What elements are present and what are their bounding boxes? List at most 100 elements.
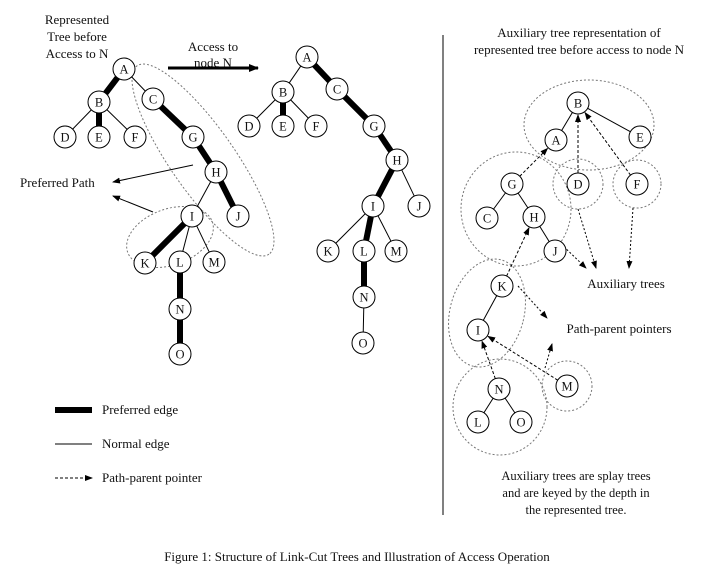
aux-ellipse-k: [448, 258, 526, 368]
auxiliary-node-K: K: [490, 274, 514, 298]
auxiliary-edge-K-I: [482, 295, 498, 321]
access-arrow-group: Access to node N: [168, 39, 259, 72]
aux-trees-arrow-f: [626, 207, 634, 269]
before-edge-A-B: [103, 75, 120, 96]
auxiliary-node-circle-D: [566, 172, 590, 196]
aux-ellipse-d: [552, 158, 604, 210]
aux-tree-ellipses: [448, 79, 662, 456]
after-node-B: B: [271, 80, 295, 104]
after-node-circle-O: [351, 331, 375, 355]
auxiliary-node-B: B: [566, 91, 590, 115]
before-node-C: C: [141, 87, 165, 111]
auxiliary-node-circle-I: [466, 318, 490, 342]
aux-trees-arrow-g: [557, 240, 587, 269]
auxiliary-node-circle-J: [543, 239, 567, 263]
after-edge-G-H: [377, 133, 394, 153]
auxiliary-node-C: C: [475, 206, 499, 230]
after-node-label-O: O: [358, 337, 367, 351]
before-node-label-J: J: [236, 210, 241, 224]
before-edge-C-G: [158, 104, 188, 132]
auxiliary-pointer-N-I: [481, 340, 496, 379]
auxiliary-node-label-E: E: [636, 131, 644, 145]
aux-title: Auxiliary tree representation of represe…: [474, 25, 685, 57]
after-node-label-F: F: [313, 120, 320, 134]
before-node-L: L: [168, 250, 192, 274]
aux-note-line-1: Auxiliary trees are splay trees: [501, 469, 650, 483]
before-node-label-L: L: [176, 256, 184, 270]
after-node-I: I: [361, 194, 385, 218]
aux-annotation-arrows: [517, 207, 634, 369]
before-node-label-O: O: [175, 348, 184, 362]
auxiliary-node-I: I: [466, 318, 490, 342]
before-node-label-A: A: [119, 63, 128, 77]
aux-ellipse-m: [541, 360, 593, 412]
auxiliary-node-N: N: [487, 377, 511, 401]
auxiliary-node-label-F: F: [634, 178, 641, 192]
access-arrow-label-1: Access to: [188, 39, 238, 54]
before-node-G: G: [181, 125, 205, 149]
before-node-J: J: [226, 204, 250, 228]
before-node-label-E: E: [95, 131, 103, 145]
auxiliary-trees-label: Auxiliary trees: [587, 276, 665, 291]
preferred-path-arrow-2: [112, 195, 154, 213]
auxiliary-node-G: G: [500, 172, 524, 196]
before-edge-I-K: [150, 221, 187, 258]
after-node-E: E: [271, 114, 295, 138]
auxiliary-pointer-G-A: [519, 147, 549, 177]
after-edge-I-M: [377, 215, 392, 242]
before-edge-H-J: [218, 180, 236, 208]
before-node-circle-C: [141, 87, 165, 111]
before-node-K: K: [133, 251, 157, 275]
after-node-circle-K: [316, 239, 340, 263]
auxiliary-pointer-M-I: [487, 335, 558, 381]
before-node-label-H: H: [211, 166, 220, 180]
auxiliary-node-O: O: [509, 410, 533, 434]
auxiliary-node-label-H: H: [529, 211, 538, 225]
auxiliary-node-H: H: [522, 205, 546, 229]
pointers-arrow-k: [517, 285, 548, 319]
before-node-label-N: N: [175, 303, 184, 317]
after-edge-A-C: [312, 62, 332, 84]
auxiliary-node-circle-H: [522, 205, 546, 229]
auxiliary-node-A: A: [544, 128, 568, 152]
auxiliary-node-label-O: O: [516, 416, 525, 430]
auxiliary-node-label-G: G: [507, 178, 516, 192]
preferred-path-label: Preferred Path: [20, 175, 95, 190]
before-node-H: H: [204, 160, 228, 184]
after-node-label-K: K: [323, 245, 332, 259]
legend-path-parent-label: Path-parent pointer: [102, 470, 203, 485]
auxiliary-node-label-N: N: [494, 383, 503, 397]
auxiliary-node-circle-K: [490, 274, 514, 298]
before-node-I: I: [180, 204, 204, 228]
pointers-arrow-m: [544, 343, 553, 369]
after-node-label-M: M: [390, 245, 401, 259]
auxiliary-edge-G-C: [493, 192, 506, 210]
before-preferred-path-ellipses: [126, 63, 275, 268]
auxiliary-node-D: D: [566, 172, 590, 196]
before-node-circle-F: [123, 125, 147, 149]
auxiliary-node-circle-N: [487, 377, 511, 401]
before-edge-I-M: [196, 225, 210, 253]
before-node-E: E: [87, 125, 111, 149]
auxiliary-pointer-F-B: [584, 111, 631, 176]
after-edge-C-G: [342, 94, 369, 121]
before-node-circle-N: [168, 297, 192, 321]
before-edge-B-D: [72, 109, 92, 130]
auxiliary-node-label-D: D: [573, 178, 582, 192]
auxiliary-edge-B-E: [587, 107, 631, 133]
after-node-circle-E: [271, 114, 295, 138]
aux-note-line-2: and are keyed by the depth in: [502, 486, 650, 500]
auxiliary-edge-H-J: [539, 226, 550, 242]
after-edge-H-I: [375, 168, 395, 198]
after-node-label-N: N: [359, 291, 368, 305]
aux-ellipse-n: [452, 358, 548, 456]
auxiliary-node-J: J: [543, 239, 567, 263]
auxiliary-node-E: E: [628, 125, 652, 149]
after-node-A: A: [295, 45, 319, 69]
after-node-circle-C: [325, 77, 349, 101]
before-node-circle-L: [168, 250, 192, 274]
auxiliary-node-label-C: C: [483, 212, 491, 226]
after-node-label-J: J: [417, 200, 422, 214]
after-node-label-I: I: [371, 200, 375, 214]
aux-ellipse-b: [523, 79, 655, 171]
